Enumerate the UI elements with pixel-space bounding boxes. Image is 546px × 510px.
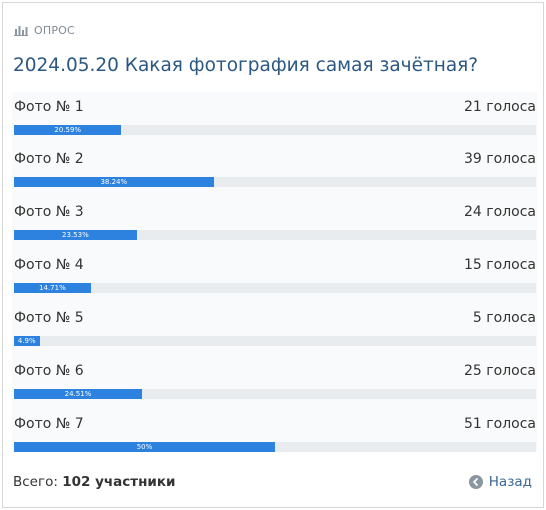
poll-results: Фото № 1 21 голоса 20.59% Фото № 2 39 го… xyxy=(12,92,538,452)
option-bar-track: 38.24% xyxy=(14,177,536,187)
option-votes: 24 голоса xyxy=(464,204,536,220)
option-votes: 15 голоса xyxy=(464,257,536,273)
back-button[interactable]: Назад xyxy=(468,474,532,490)
option-votes: 21 голоса xyxy=(464,99,536,115)
poll-option: Фото № 2 39 голоса 38.24% xyxy=(12,144,538,194)
option-votes: 5 голоса xyxy=(472,310,536,326)
poll-option: Фото № 4 15 голоса 14.71% xyxy=(12,250,538,300)
arrow-left-circle-icon xyxy=(468,475,483,489)
option-bar-track: 20.59% xyxy=(14,125,536,135)
option-votes: 39 голоса xyxy=(464,151,536,167)
poll-option: Фото № 7 51 голоса 50% xyxy=(12,409,538,459)
back-label[interactable]: Назад xyxy=(488,474,532,490)
bar-chart-icon xyxy=(14,26,28,36)
poll-option: Фото № 6 25 голоса 24.51% xyxy=(12,356,538,406)
total-value: 102 участники xyxy=(62,474,176,490)
poll-header-label: ОПРОС xyxy=(34,23,75,37)
poll-title: 2024.05.20 Какая фотография самая зачётн… xyxy=(13,55,479,76)
option-label: Фото № 2 xyxy=(14,151,84,167)
option-votes: 51 голоса xyxy=(464,416,536,432)
option-percent: 14.71% xyxy=(39,284,66,292)
option-bar-track: 14.71% xyxy=(14,283,536,293)
option-label: Фото № 7 xyxy=(14,416,84,432)
option-percent: 50% xyxy=(136,443,153,451)
total-participants: Всего: 102 участники xyxy=(13,474,175,490)
option-label: Фото № 3 xyxy=(14,204,84,220)
option-bar-fill: 4.9% xyxy=(14,336,40,346)
option-label: Фото № 1 xyxy=(14,99,84,115)
option-bar-track: 4.9% xyxy=(14,336,536,346)
poll-option: Фото № 1 21 голоса 20.59% xyxy=(12,92,538,142)
poll-header: ОПРОС xyxy=(14,22,75,38)
option-bar-fill: 38.24% xyxy=(14,177,214,187)
option-label: Фото № 4 xyxy=(14,257,84,273)
option-percent: 38.24% xyxy=(100,178,128,186)
option-label: Фото № 5 xyxy=(14,310,84,326)
option-bar-track: 23.53% xyxy=(14,230,536,240)
option-votes: 25 голоса xyxy=(464,363,536,379)
option-bar-track: 24.51% xyxy=(14,389,536,399)
option-bar-fill: 20.59% xyxy=(14,125,122,135)
option-label: Фото № 6 xyxy=(14,363,84,379)
option-percent: 20.59% xyxy=(54,126,82,134)
option-bar-fill: 50% xyxy=(14,442,275,452)
option-bar-fill: 24.51% xyxy=(14,389,142,399)
option-percent: 4.9% xyxy=(17,337,36,345)
option-percent: 24.51% xyxy=(64,390,92,398)
total-prefix: Всего: xyxy=(13,474,58,490)
option-bar-track: 50% xyxy=(14,442,536,452)
poll-option: Фото № 3 24 голоса 23.53% xyxy=(12,197,538,247)
option-bar-fill: 23.53% xyxy=(14,230,137,240)
poll-option: Фото № 5 5 голоса 4.9% xyxy=(12,303,538,353)
option-percent: 23.53% xyxy=(62,231,89,239)
option-bar-fill: 14.71% xyxy=(14,283,91,293)
